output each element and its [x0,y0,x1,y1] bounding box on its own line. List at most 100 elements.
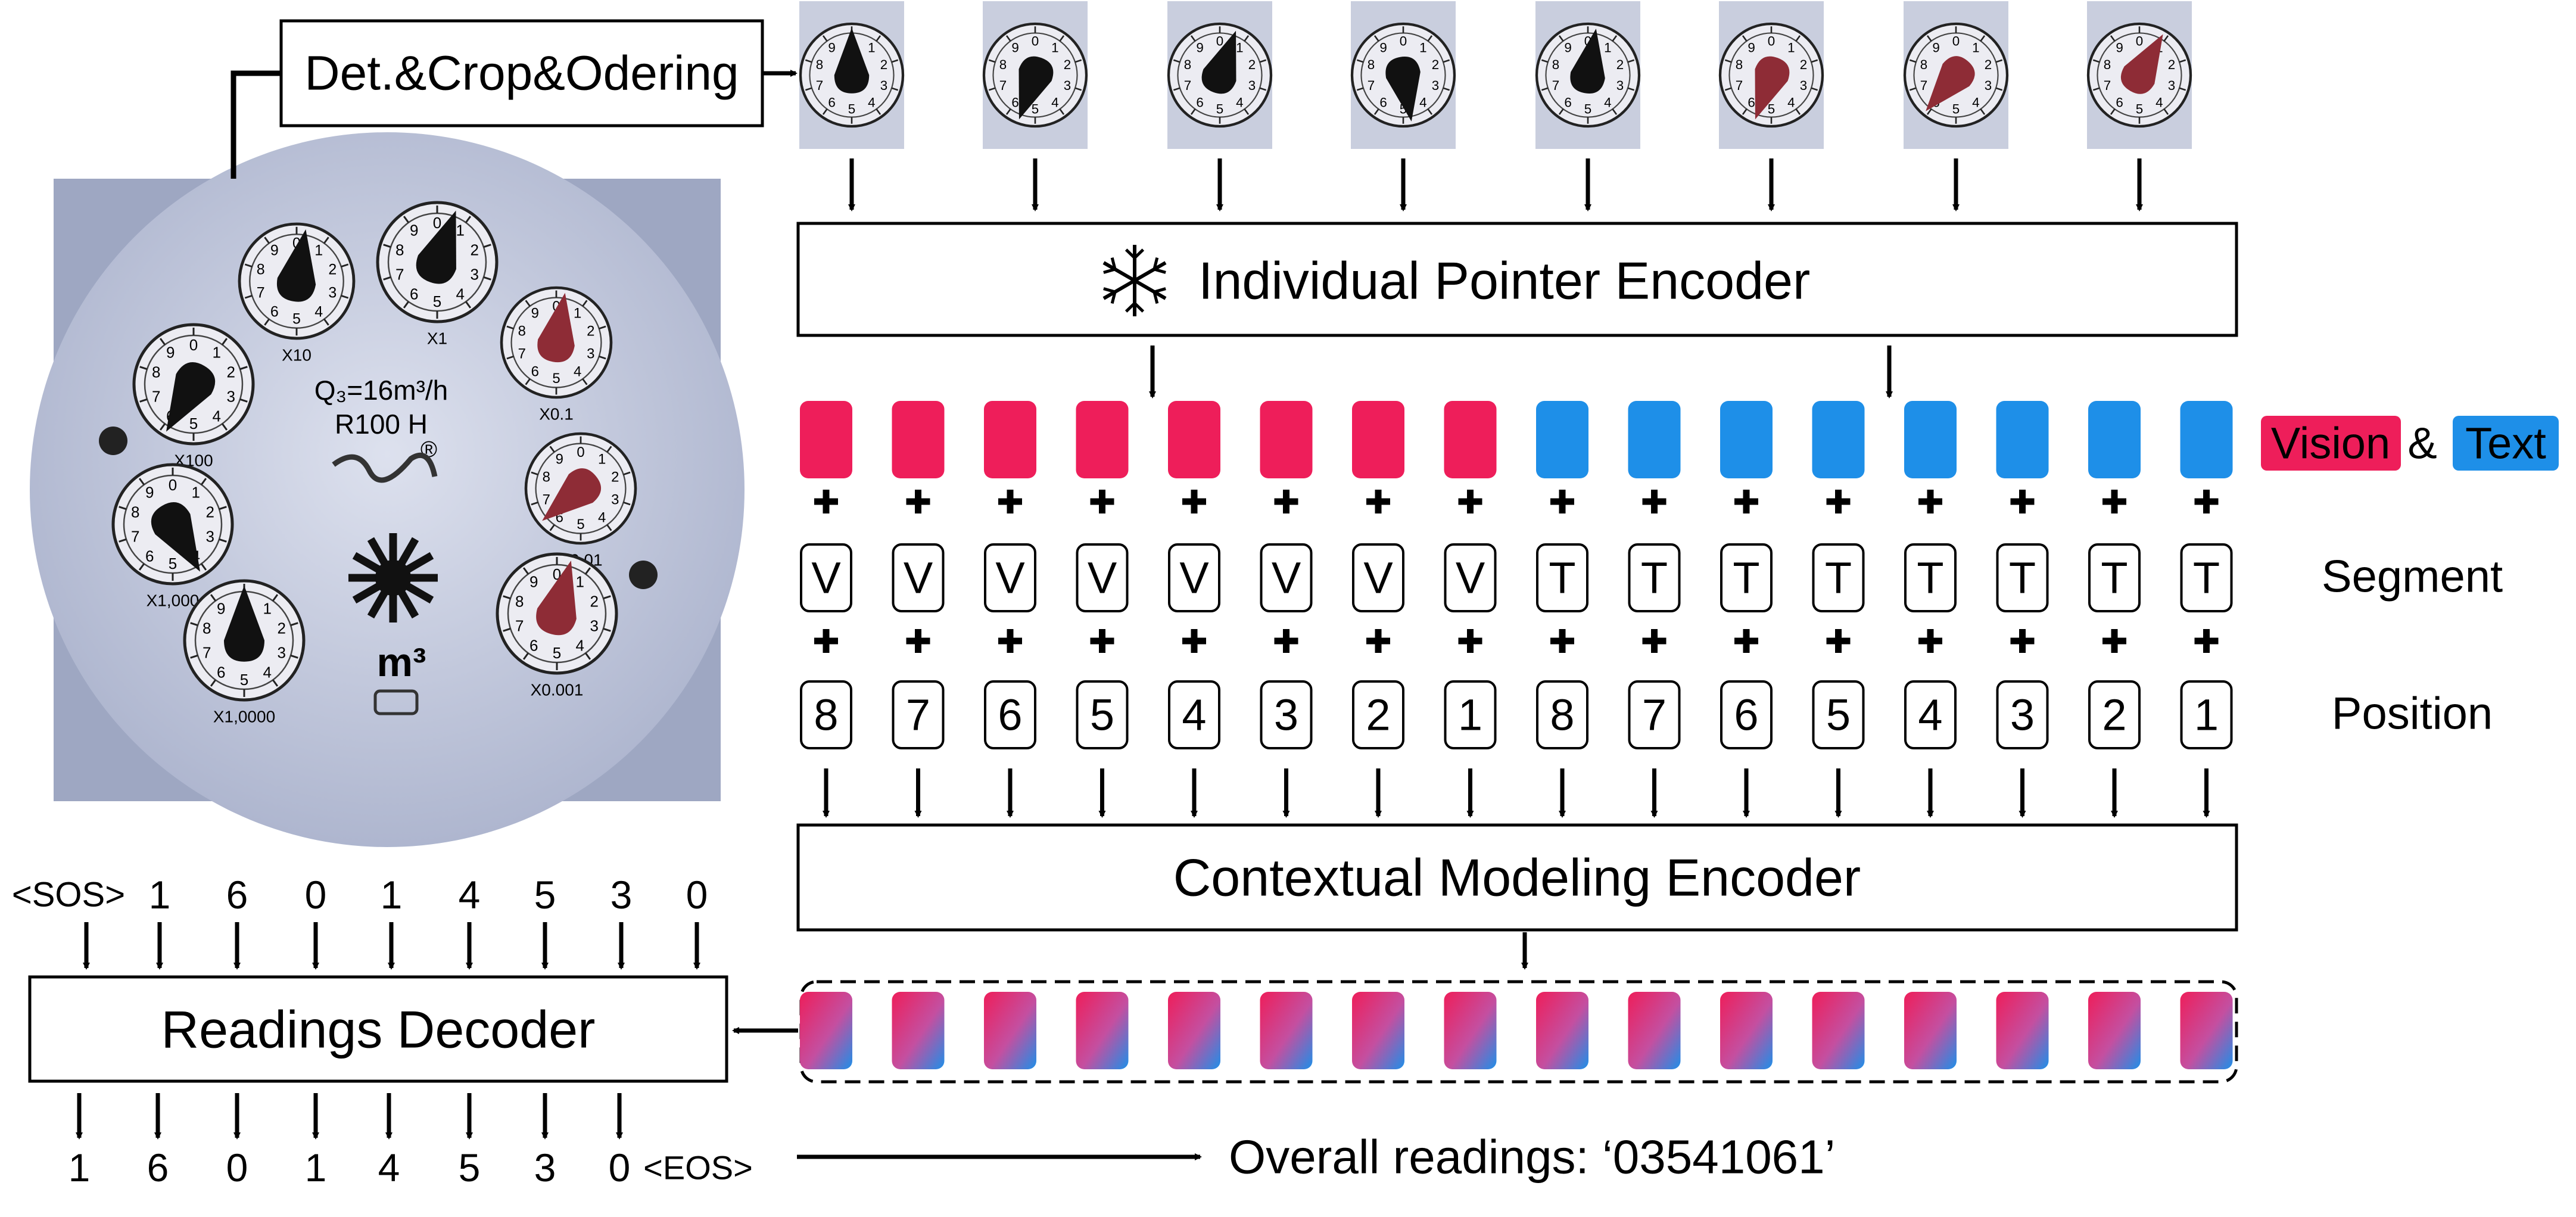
dial-digit: 1 [314,242,323,259]
dial-digit: 8 [1184,57,1191,72]
decoder-output-token: 0 [609,1146,631,1190]
dial-digit: 3 [278,643,286,661]
dial-digit: 1 [598,451,606,467]
dial-tick [1724,59,1732,63]
dial-digit: 0 [1952,34,1960,49]
dial-digit: 9 [410,222,418,239]
dial-digit: 1 [263,600,272,618]
dial-tick [503,595,511,600]
decoder-io: <SOS> 1 6 0 1 4 5 3 0 1 6 0 1 4 5 3 0 <EOS> [12,873,753,1190]
legend-vision-label: Vision [2271,419,2390,468]
position-value: 3 [2010,690,2035,740]
plus-sign [1274,629,1298,653]
dial-digit: 4 [868,95,875,110]
fused-token [1536,992,1588,1069]
dial-ring [1177,32,1263,118]
dial-tick [606,524,612,531]
plus-sign [1366,490,1390,513]
dial-digit: 1 [1419,41,1426,55]
text-token [1996,401,2049,478]
dial-digit: 0 [1400,34,1407,49]
dial-digit: 0 [1768,34,1775,49]
dial-digit: 6 [529,636,538,654]
dial-tick [2163,108,2169,115]
dial-tick [1190,108,1196,115]
dial-tick [2092,87,2100,91]
readings-decoder-box [28,975,728,1083]
position-cell [1168,680,1220,749]
dial-digit: 8 [395,241,404,259]
dial-digit: 6 [531,364,539,380]
dial-digit: 2 [1800,57,1807,72]
black-pointer [276,229,316,302]
segment-value: T [1641,553,1668,603]
dial-digit: 3 [1432,78,1439,93]
position-value: 3 [1274,690,1298,740]
dial-digit: 6 [410,285,418,303]
dial-tick [891,59,899,63]
dial-digit: 8 [1736,57,1743,72]
plus-sign [1366,629,1390,653]
dial-tick [2179,87,2186,91]
dial-digit: 4 [456,285,465,303]
black-pointer [151,502,200,572]
dial-tick [1190,35,1196,42]
segment-value: T [1549,553,1575,603]
context-encoder-box [796,823,2238,932]
dial-digit: 2 [2168,57,2175,72]
dial-digit: 7 [257,285,265,301]
black-pointer [1385,57,1421,122]
dial-tick [272,679,279,687]
dial-digit: 5 [1584,101,1591,116]
plus-sign [1458,629,1482,653]
dial-digit: 3 [1985,78,1992,93]
dial-digit: 9 [166,344,175,362]
position-cell [984,680,1036,749]
red-pointer [1926,56,1975,111]
dial-digit: 4 [576,636,584,654]
dial-tick [506,355,514,360]
black-pointer [834,27,870,94]
dial-tick [891,87,899,91]
fused-token [1444,992,1497,1069]
dial-digit: 1 [456,222,465,239]
plus-sign [2194,629,2219,653]
dial-digit: 3 [1800,78,1807,93]
plus-sign [1182,629,1206,653]
fused-token [1628,992,1681,1069]
dial-digit: 2 [587,323,594,340]
dial-digit: 2 [611,469,619,485]
legend-text-label: Text [2465,419,2546,468]
dial-digit: 9 [828,41,835,55]
segment-value: T [1825,553,1852,603]
dial-digit: 9 [2116,41,2123,55]
dial-tick [1558,108,1564,115]
dial-digit: 7 [131,527,139,545]
position-cell [2180,680,2233,749]
dial-digit: 9 [1932,41,1939,55]
plus-sign [1458,490,1482,513]
text-token [2088,401,2141,478]
dial-digit: 5 [553,644,561,662]
dial-digit: 8 [999,57,1007,72]
dial-digit: 2 [206,503,214,521]
dial-digit: 7 [816,78,823,93]
dial-digit: 7 [515,617,524,634]
position-cell [1536,680,1588,749]
dial-digit: 0 [433,214,441,232]
dial-tick [272,594,279,602]
decoder-output-token: 6 [147,1146,169,1190]
dial-digit: 5 [577,516,584,533]
dial-tick [210,594,217,602]
dial-digit: 7 [203,643,211,661]
